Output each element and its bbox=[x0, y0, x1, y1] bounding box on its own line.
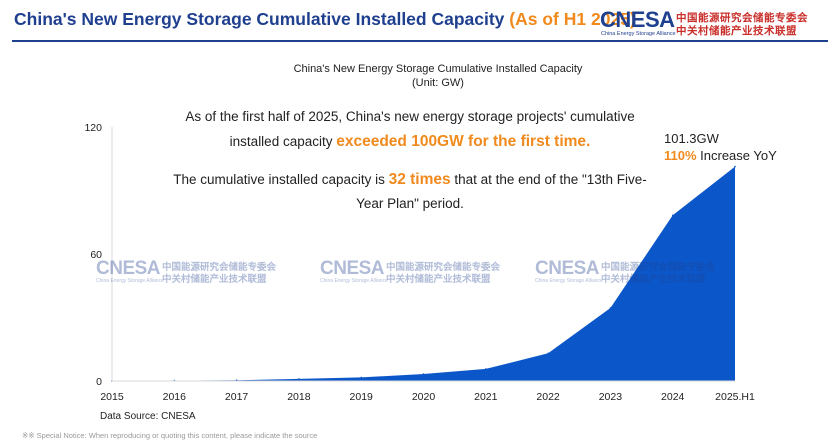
y-tick-label: 0 bbox=[96, 376, 102, 388]
data-point bbox=[671, 214, 674, 217]
annotation-emphasis: exceeded 100GW for the first time. bbox=[336, 133, 591, 150]
chart-title-line1: China's New Energy Storage Cumulative In… bbox=[293, 63, 583, 75]
x-tick-label: 2020 bbox=[412, 391, 436, 403]
latest-value-callout: 101.3GW 110% Increase YoY bbox=[664, 130, 777, 164]
x-tick-label: 2015 bbox=[100, 391, 124, 403]
logo-cn-line2: 中关村储能产业技术联盟 bbox=[676, 25, 797, 37]
y-tick-label: 120 bbox=[84, 122, 102, 134]
logo-cn-line1: 中国能源研究会储能专委会 bbox=[676, 12, 808, 24]
y-tick-label: 60 bbox=[90, 249, 102, 261]
special-notice: ※※ Special Notice: When reproducing or q… bbox=[22, 431, 318, 440]
data-point bbox=[298, 378, 300, 380]
cnesa-logo: CNESA China Energy Storage Alliance 中国能源… bbox=[600, 7, 832, 37]
data-source: Data Source: CNESA bbox=[100, 411, 196, 422]
logo-mark: CNESA bbox=[600, 7, 675, 32]
x-tick-label: 2025.H1 bbox=[715, 391, 755, 403]
data-point bbox=[734, 165, 736, 168]
callout-pct-text: Increase YoY bbox=[696, 148, 777, 163]
title-highlight: (As of H1 2025) bbox=[509, 9, 636, 29]
x-tick-label: 2018 bbox=[287, 391, 311, 403]
data-point bbox=[485, 368, 487, 370]
chart-title-line2: (Unit: GW) bbox=[412, 77, 464, 89]
header: China's New Energy Storage Cumulative In… bbox=[0, 0, 840, 44]
x-tick-label: 2016 bbox=[163, 391, 187, 403]
x-tick-label: 2021 bbox=[474, 391, 498, 403]
data-point bbox=[609, 307, 612, 309]
chart-title: China's New Energy Storage Cumulative In… bbox=[0, 62, 840, 90]
x-tick-label: 2024 bbox=[661, 391, 685, 403]
x-tick-label: 2023 bbox=[599, 391, 623, 403]
annotation-multiple: 32 times bbox=[388, 171, 451, 188]
x-tick-label: 2017 bbox=[225, 391, 249, 403]
data-point bbox=[422, 373, 425, 375]
logo-subtitle: China Energy Storage Alliance bbox=[601, 31, 676, 37]
page-title: China's New Energy Storage Cumulative In… bbox=[14, 9, 636, 29]
capacity-area bbox=[112, 166, 735, 381]
x-tick-label: 2019 bbox=[350, 391, 374, 403]
data-point bbox=[547, 352, 549, 355]
callout-value: 101.3GW bbox=[664, 131, 719, 146]
callout-pct: 110% bbox=[664, 148, 697, 163]
header-divider bbox=[12, 40, 828, 42]
x-tick-label: 2022 bbox=[536, 391, 560, 403]
data-point bbox=[360, 376, 363, 379]
